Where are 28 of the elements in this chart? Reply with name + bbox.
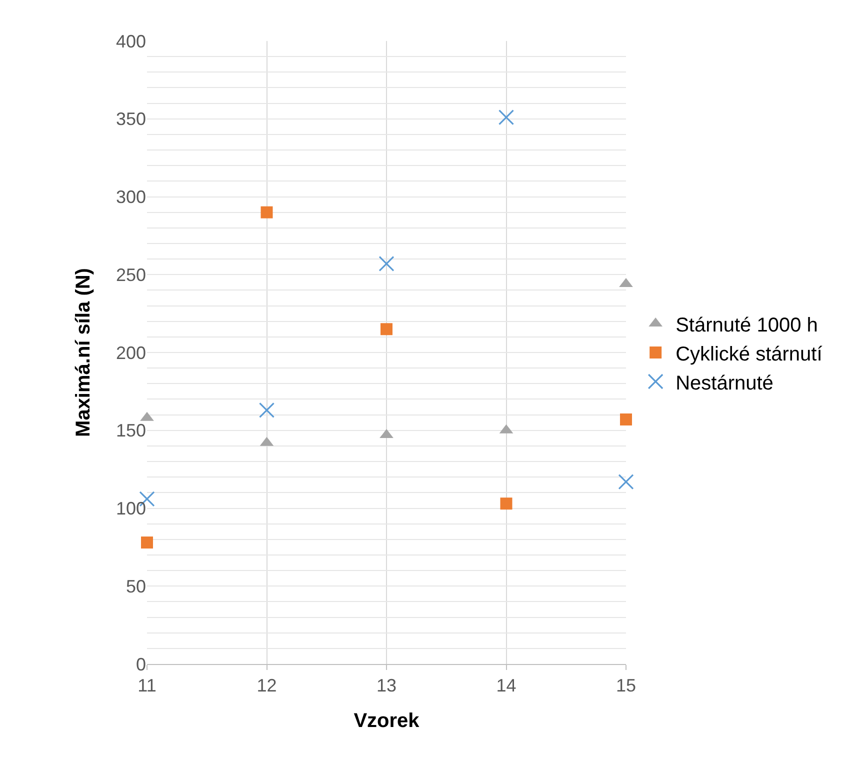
y-axis-title: Maximá.ní síla (N) [72,268,94,437]
x-tick-label: 12 [256,676,277,696]
y-tick-label: 200 [116,342,146,363]
point [380,323,392,336]
point [378,256,394,272]
y-tick-label: 150 [116,420,146,441]
y-tick-label: 0 [136,654,146,674]
x-tick-label: 11 [138,676,156,696]
point [260,206,273,218]
point [618,474,634,490]
point [620,413,632,426]
y-tick-label: 400 [116,31,146,52]
legend-label: Stárnuté 1000 h [676,314,818,336]
legend-label: Nestárnuté [676,372,774,394]
y-tick-label: 50 [126,576,146,596]
y-tick-label: 250 [116,264,146,285]
x-tick-label: 15 [616,676,636,696]
point [498,110,514,126]
y-tick-label: 350 [116,109,146,130]
legend-label: Cyklické stárnutí [676,343,823,366]
point [258,402,275,418]
x-tick-label: 14 [496,676,516,696]
y-tick-label: 300 [116,187,146,208]
point [500,498,512,510]
x-tick-label: 13 [376,676,397,696]
x-axis-title: Vzorek [354,710,420,732]
y-tick-label: 100 [116,498,146,519]
point [141,536,153,549]
